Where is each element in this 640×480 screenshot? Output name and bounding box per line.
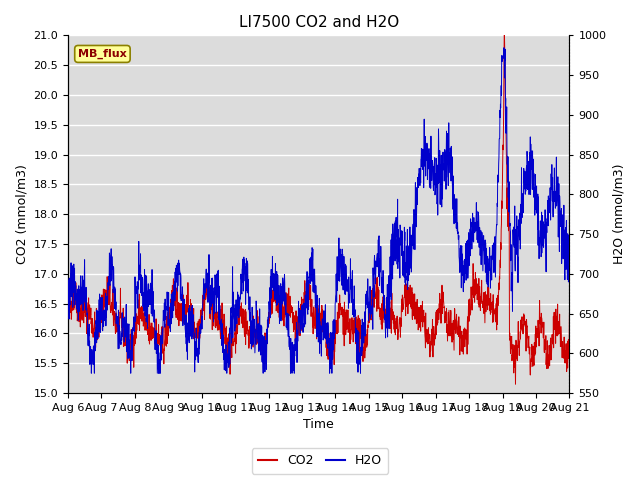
Y-axis label: H2O (mmol/m3): H2O (mmol/m3)	[612, 164, 625, 264]
Legend: CO2, H2O: CO2, H2O	[252, 448, 388, 474]
Y-axis label: CO2 (mmol/m3): CO2 (mmol/m3)	[15, 164, 28, 264]
Title: LI7500 CO2 and H2O: LI7500 CO2 and H2O	[239, 15, 399, 30]
Text: MB_flux: MB_flux	[78, 49, 127, 59]
X-axis label: Time: Time	[303, 419, 334, 432]
